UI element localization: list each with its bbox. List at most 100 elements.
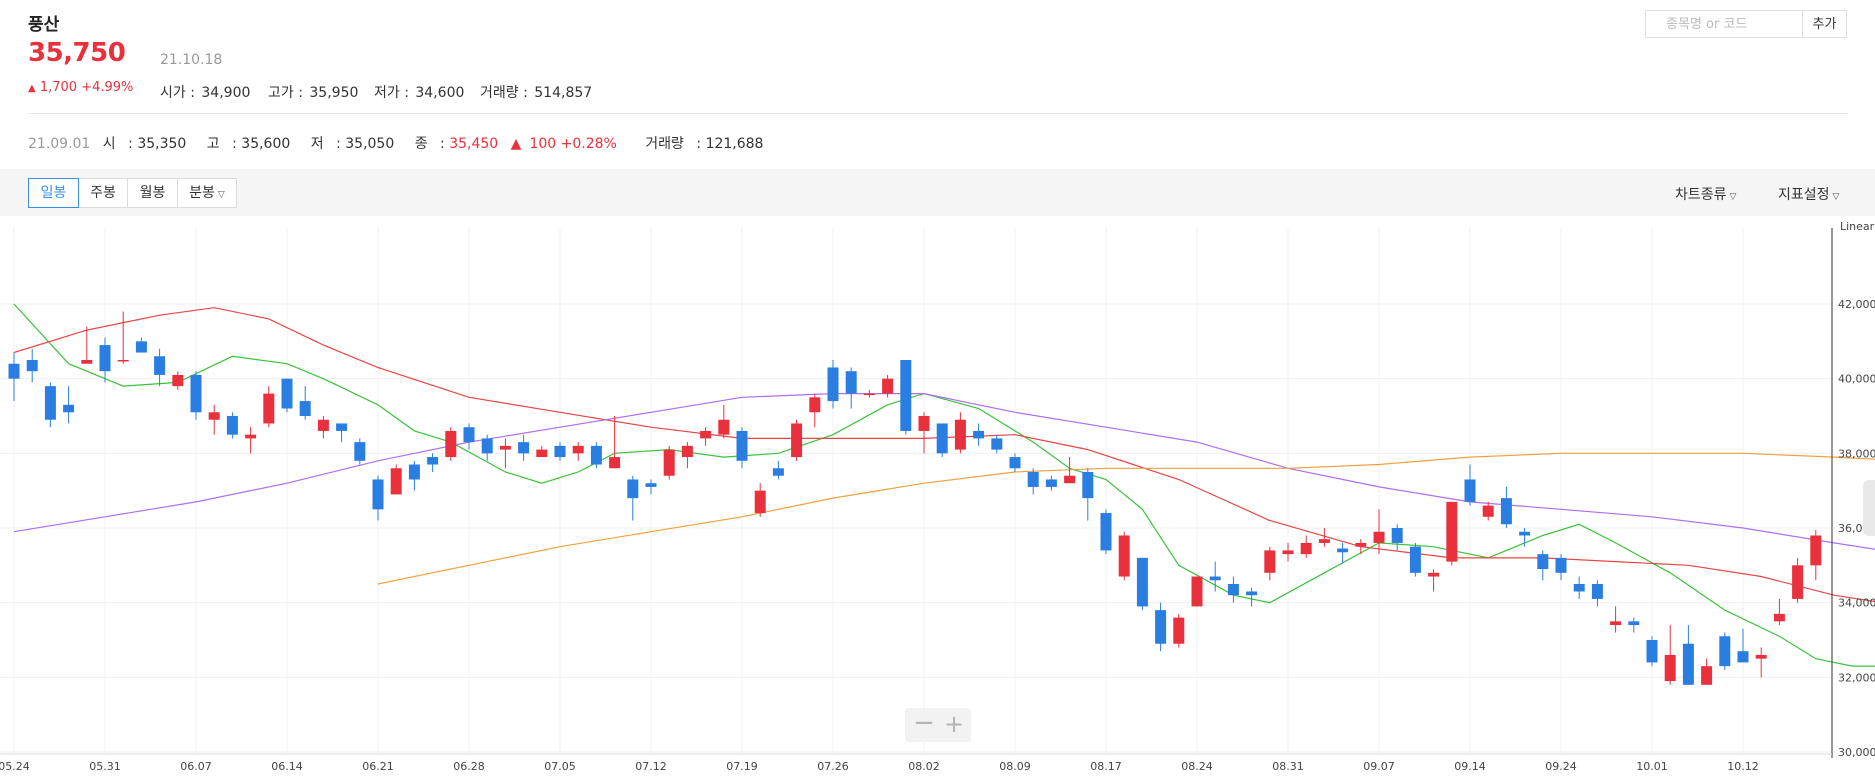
candle-body [554, 445, 566, 458]
candle-body [1737, 651, 1749, 663]
up-triangle-icon: ▲ [28, 83, 36, 94]
period-week-button[interactable]: 주봉 [79, 178, 128, 208]
candle-body [1646, 640, 1658, 663]
candle-body [973, 430, 985, 439]
y-tick-label: 34,000 [1838, 597, 1875, 610]
y-tick-label: 38,000 [1838, 447, 1875, 460]
candle-body [1591, 584, 1603, 599]
candle-body [663, 449, 675, 476]
day-low-value: 35,050 [345, 136, 395, 152]
candle-body [1337, 548, 1349, 553]
candle-body [317, 419, 329, 431]
candles [8, 311, 1822, 685]
candle-body [518, 442, 530, 454]
candle-body [882, 378, 894, 394]
candle-body [208, 412, 220, 420]
chevron-down-icon: ▽ [1729, 192, 1737, 202]
high-label: 고가 [268, 85, 294, 101]
volume-value: 514,857 [534, 85, 593, 101]
header-divider [28, 113, 1848, 114]
candle-body [809, 397, 821, 413]
candle-body [26, 360, 38, 372]
candlestick-chart[interactable]: 30,00032,00034,00036,00038,00040,00042,0… [0, 216, 1875, 784]
candle-body [1773, 613, 1785, 622]
x-tick-label: 07.19 [726, 760, 758, 773]
candle-body [1792, 565, 1804, 599]
candle-body [1446, 501, 1458, 562]
high-stat: 고가 : 35,950 [268, 85, 359, 101]
candle-body [1300, 542, 1312, 555]
candle-body [299, 401, 311, 416]
period-minute-button[interactable]: 분봉 ▽ [178, 178, 237, 208]
chart-type-label: 차트종류 [1675, 187, 1727, 203]
day-high: 고 : 35,600 [206, 136, 291, 152]
day-change: ▲ 100 +0.28% [511, 136, 625, 152]
candle-body [1318, 539, 1330, 543]
candle-body [1064, 475, 1076, 484]
candle-body [900, 360, 912, 431]
period-minute-label: 분봉 [189, 185, 215, 201]
day-volume-label: 거래량 [645, 136, 684, 152]
candle-body [827, 367, 839, 402]
high-value: 35,950 [309, 85, 359, 101]
candle-body [572, 445, 584, 454]
zoom-in-button[interactable]: + [943, 710, 965, 738]
candle-body [1191, 576, 1203, 607]
candle-body [99, 345, 111, 372]
zoom-out-button[interactable]: − [913, 708, 935, 738]
price-change-value: 1,700 +4.99% [39, 80, 134, 95]
candle-body [1810, 535, 1822, 566]
candle-body [645, 483, 657, 487]
x-tick-label: 06.21 [362, 760, 394, 773]
candle-body [354, 442, 366, 461]
scale-label: Linear [1840, 220, 1875, 233]
candle-body [281, 378, 293, 409]
candle-body [1482, 505, 1494, 517]
add-button[interactable]: 추가 [1803, 10, 1847, 38]
day-info: 21.09.01 시 : 35,350 고 : 35,600 저 : 35,05… [28, 133, 779, 153]
candle-body [44, 386, 56, 420]
candle-body [336, 423, 348, 431]
candle-body [1027, 472, 1039, 487]
candle-body [1227, 584, 1239, 596]
candle-body [1209, 576, 1221, 581]
indicator-settings-menu[interactable]: 지표설정 ▽ [1778, 184, 1839, 204]
period-day-button[interactable]: 일봉 [28, 178, 79, 208]
candle-body [135, 341, 147, 353]
volume-label: 거래량 [480, 85, 519, 101]
candle-body [1155, 610, 1167, 644]
candle-body [1755, 654, 1767, 659]
day-low: 저 : 35,050 [310, 136, 395, 152]
candle-body [390, 468, 402, 495]
candle-body [1391, 528, 1403, 543]
price-date: 21.10.18 [160, 52, 223, 68]
day-close: 종 : 35,450 ▲ 100 +0.28% [415, 136, 633, 152]
candle-body [1573, 584, 1585, 592]
candle-body [427, 457, 439, 465]
candle-body [1082, 472, 1094, 499]
candle-body [1264, 550, 1276, 573]
candle-body [1610, 621, 1622, 626]
ma-line-ma60 [13, 393, 1875, 550]
period-month-button[interactable]: 월봉 [128, 178, 178, 208]
candle-body [1009, 457, 1021, 469]
chevron-down-icon: ▽ [1832, 192, 1840, 202]
x-tick-label: 09.24 [1545, 760, 1577, 773]
low-value: 34,600 [415, 85, 465, 101]
stock-name: 풍산 [28, 15, 60, 35]
x-tick-label: 10.12 [1727, 760, 1759, 773]
chart-axes: 30,00032,00034,00036,00038,00040,00042,0… [0, 220, 1875, 773]
candle-body [1246, 591, 1258, 596]
day-close-label: 종 [414, 136, 428, 152]
volume-stat: 거래량 : 514,857 [480, 85, 593, 101]
side-panel-toggle[interactable] [1863, 480, 1875, 536]
candle-body [1282, 550, 1294, 555]
candle-body [681, 445, 693, 458]
candle-body [772, 468, 784, 476]
search-input[interactable]: 종목명 or 코드 [1645, 10, 1803, 38]
y-tick-label: 30,000 [1838, 746, 1875, 759]
chart-type-menu[interactable]: 차트종류 ▽ [1675, 184, 1736, 204]
x-tick-label: 05.24 [0, 760, 30, 773]
candle-body [154, 356, 166, 375]
day-volume: 거래량 : 121,688 [645, 136, 764, 152]
